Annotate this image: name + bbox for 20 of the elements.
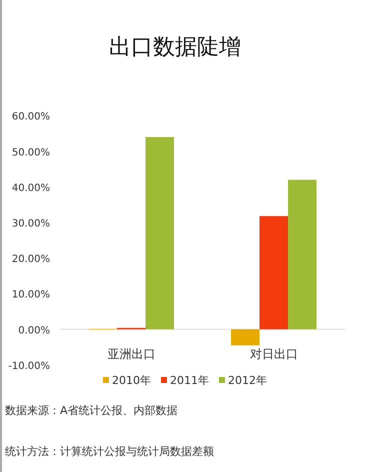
- source-note: 数据来源：A省统计公报、内部数据: [5, 404, 178, 417]
- text: 统计方法：计算统计公报与统计局数据差额: [5, 445, 214, 458]
- x-tick-label: 亚洲出口: [107, 347, 156, 361]
- bar: [146, 137, 174, 330]
- y-tick-label: 30.00%: [12, 218, 50, 230]
- y-tick-label: -10.00%: [8, 360, 50, 372]
- legend-label: 2011年: [170, 374, 209, 387]
- y-tick-label: 10.00%: [12, 290, 50, 301]
- y-tick-label: 20.00%: [12, 254, 50, 266]
- y-tick-label: 40.00%: [12, 182, 50, 194]
- bar: [231, 329, 260, 346]
- legend-label: 2010年: [112, 374, 151, 387]
- x-tick-label: 对日出口: [250, 347, 298, 361]
- chart-title: 出口数据陡增: [109, 35, 241, 60]
- legend-label: 2012年: [228, 374, 267, 387]
- bar: [260, 216, 288, 330]
- y-tick-label: 50.00%: [12, 147, 50, 158]
- bar: [288, 180, 316, 330]
- y-tick-label: 0.00%: [18, 325, 50, 336]
- y-tick-label: 60.00%: [12, 112, 50, 123]
